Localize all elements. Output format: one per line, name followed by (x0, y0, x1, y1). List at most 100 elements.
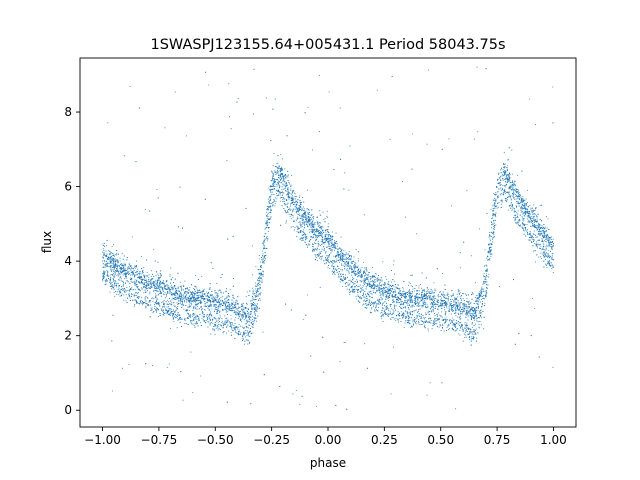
data-point (131, 281, 133, 283)
data-point (343, 254, 345, 256)
data-point (497, 173, 500, 175)
data-point (150, 275, 152, 277)
data-point (479, 301, 481, 303)
data-point (342, 276, 345, 278)
data-point (473, 319, 475, 321)
data-point (105, 278, 108, 280)
data-point (484, 249, 486, 251)
data-point (403, 326, 405, 329)
data-point (523, 230, 525, 232)
data-point (418, 302, 421, 304)
data-point (497, 206, 499, 208)
data-point (121, 293, 123, 295)
data-point (196, 305, 198, 307)
data-point (275, 173, 277, 175)
data-point (493, 233, 495, 236)
data-point (349, 290, 351, 292)
data-point (221, 321, 223, 323)
data-point (302, 206, 305, 208)
data-point (156, 310, 158, 312)
data-point (210, 322, 213, 324)
data-point (137, 301, 139, 303)
data-point (299, 220, 301, 223)
data-point (387, 296, 389, 298)
data-point (182, 399, 184, 401)
data-point (318, 249, 320, 251)
data-point (391, 308, 393, 310)
data-point (534, 307, 536, 310)
data-point (450, 308, 453, 311)
data-point (480, 324, 482, 326)
data-point (119, 279, 121, 281)
data-point (162, 301, 164, 303)
data-point (323, 246, 325, 248)
data-point (323, 238, 326, 240)
data-point (459, 318, 461, 321)
data-point (470, 317, 472, 319)
data-point (457, 291, 459, 293)
data-point (348, 263, 350, 265)
data-point (408, 290, 410, 292)
data-point (530, 207, 532, 209)
data-point (371, 293, 373, 295)
data-point (525, 230, 528, 232)
data-point (217, 307, 219, 309)
data-point (120, 264, 122, 267)
data-point (363, 267, 365, 269)
data-point (151, 297, 154, 299)
data-point (123, 264, 125, 266)
data-point (466, 327, 468, 329)
data-point (490, 231, 492, 233)
data-point (462, 298, 464, 300)
data-point (303, 208, 305, 210)
data-point (324, 217, 326, 219)
data-point (206, 293, 208, 295)
data-point (211, 320, 213, 322)
data-point (499, 182, 502, 184)
data-point (252, 332, 254, 334)
data-point (192, 309, 194, 312)
data-point (175, 295, 177, 297)
data-point (218, 323, 220, 326)
data-point (289, 215, 291, 217)
data-point (450, 306, 452, 308)
data-point (258, 281, 260, 284)
data-point (331, 260, 334, 262)
data-point (546, 227, 548, 229)
data-point (392, 301, 394, 303)
data-point (119, 257, 121, 259)
data-point (544, 256, 546, 258)
data-point (268, 227, 270, 229)
data-point (402, 288, 404, 290)
data-point (448, 297, 450, 299)
data-point (296, 216, 298, 218)
data-point (266, 240, 268, 242)
data-point (213, 300, 215, 302)
data-point (193, 287, 195, 290)
data-point (362, 300, 365, 302)
data-point (170, 314, 172, 317)
data-point (123, 299, 125, 301)
data-point (415, 284, 417, 286)
data-point (456, 293, 458, 295)
data-point (133, 266, 135, 269)
data-point (340, 268, 342, 270)
data-point (344, 172, 346, 174)
data-point (279, 190, 281, 192)
data-point (393, 318, 395, 320)
data-point (284, 168, 286, 170)
data-point (547, 235, 550, 237)
data-point (357, 258, 359, 260)
data-point (283, 200, 286, 202)
data-point (363, 279, 365, 281)
data-point (544, 263, 546, 265)
data-point (338, 261, 341, 263)
data-point (308, 214, 310, 216)
data-point (282, 158, 284, 160)
data-point (515, 220, 517, 222)
data-point (177, 313, 179, 315)
data-point (521, 201, 524, 203)
data-point (457, 323, 459, 325)
data-point (482, 297, 484, 300)
data-point (167, 306, 170, 308)
